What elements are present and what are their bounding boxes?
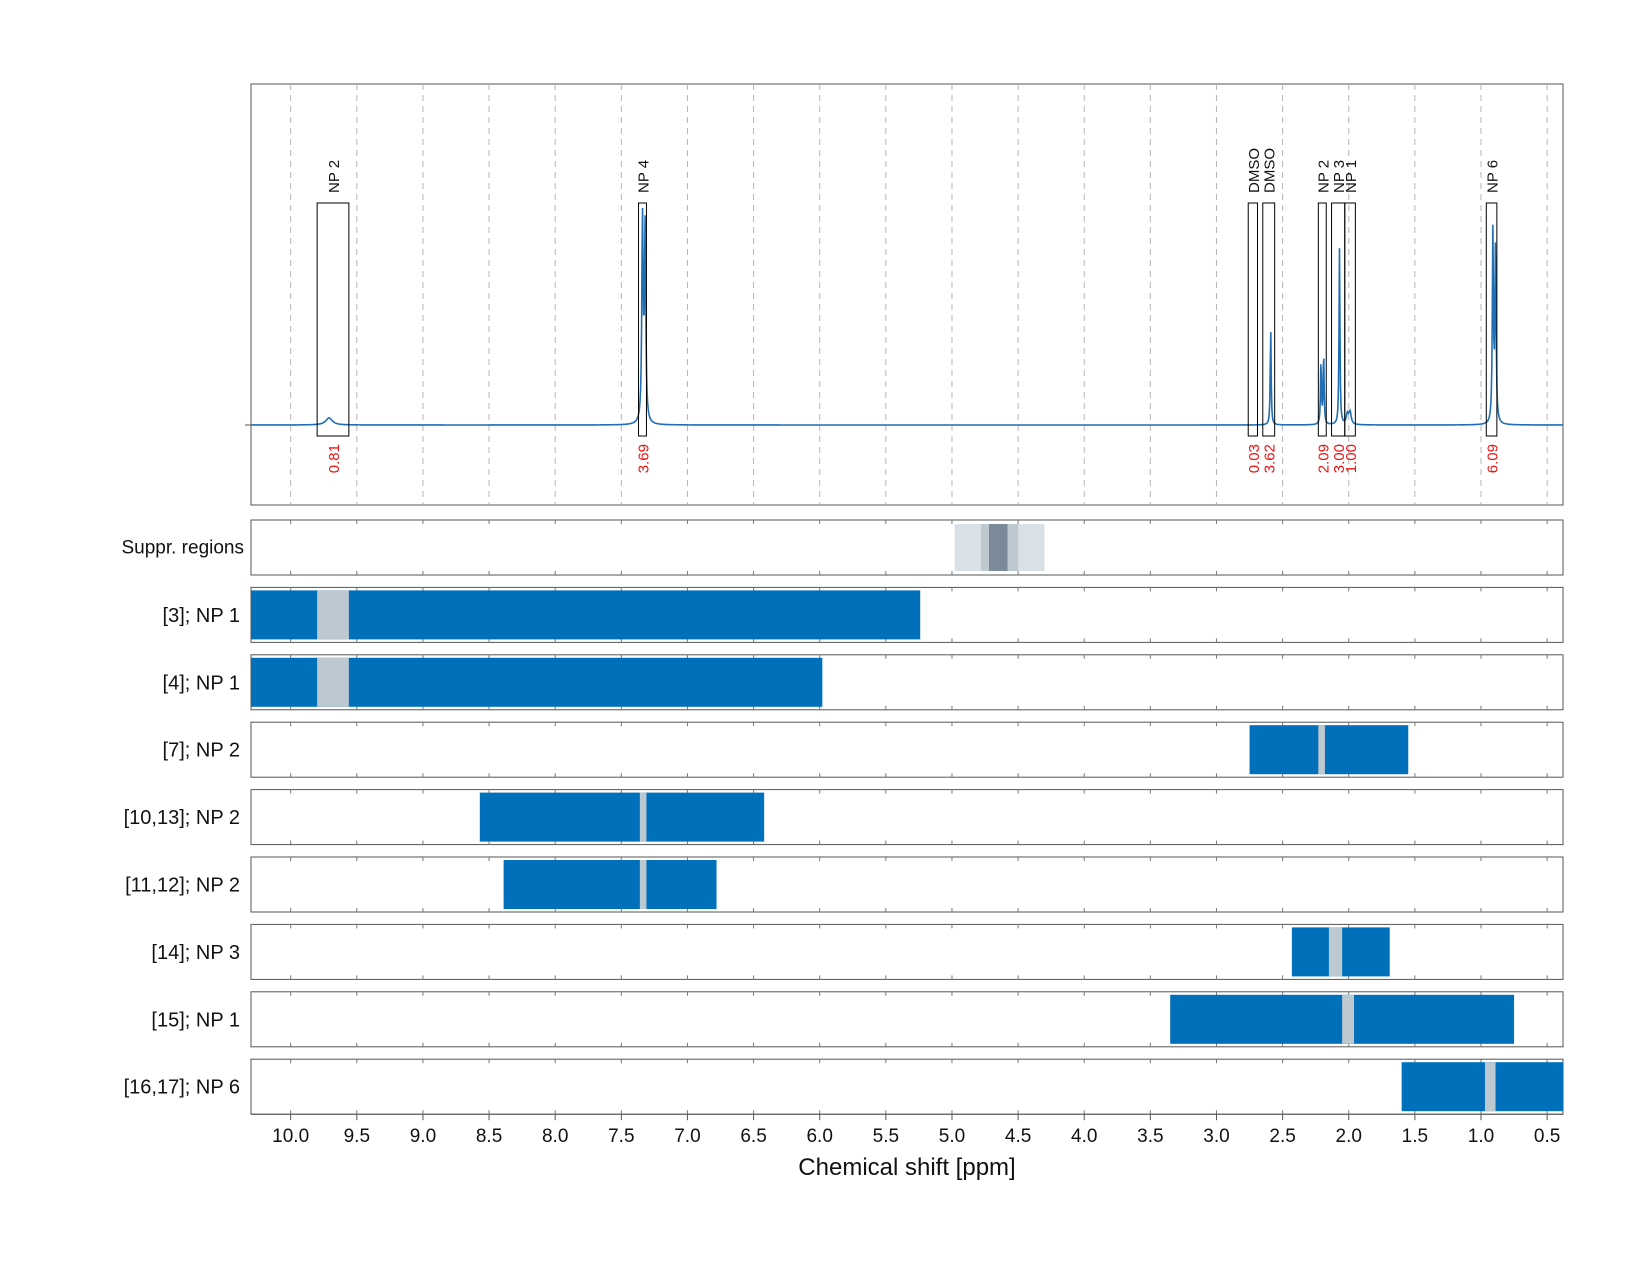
x-tick-label: 3.5 bbox=[1137, 1126, 1163, 1147]
spectrum-frame bbox=[250, 83, 1564, 506]
region-panel: [4]; NP 1 bbox=[163, 654, 1564, 711]
integral-value: 2.09 bbox=[1315, 444, 1332, 473]
x-tick-label: 5.0 bbox=[939, 1126, 965, 1147]
panel-frame bbox=[250, 1058, 1564, 1115]
region-label: [15]; NP 1 bbox=[151, 1009, 240, 1031]
integration-box bbox=[1344, 202, 1356, 437]
peak-label: NP 3 bbox=[1331, 160, 1348, 193]
x-tick-label: 6.5 bbox=[740, 1126, 766, 1147]
panel-frame bbox=[250, 856, 1564, 913]
x-tick-label: 6.0 bbox=[806, 1126, 832, 1147]
x-tick-label: 3.0 bbox=[1203, 1126, 1229, 1147]
integral-value: 3.00 bbox=[1331, 444, 1348, 473]
suppression-band bbox=[989, 524, 1008, 571]
region-label: [7]; NP 2 bbox=[163, 740, 240, 762]
region-bar bbox=[251, 590, 921, 640]
region-panel: [7]; NP 2 bbox=[163, 721, 1564, 778]
peak-label: NP 2 bbox=[1315, 160, 1332, 193]
region-bar bbox=[479, 792, 765, 842]
integration-box bbox=[1247, 202, 1258, 437]
region-center bbox=[1342, 994, 1355, 1044]
region-bar bbox=[1249, 725, 1409, 775]
region-center bbox=[639, 860, 647, 909]
x-tick-label: 9.0 bbox=[410, 1126, 436, 1147]
x-tick-label: 9.5 bbox=[344, 1126, 370, 1147]
integral-value: 0.81 bbox=[326, 444, 343, 473]
peak-label: DMSO bbox=[1262, 148, 1279, 193]
spectrum-panel: NP 2 0.81 NP 4 3.69 DMSO 0.03 DMSO 3.62 NP 2 2.09… bbox=[245, 83, 1564, 506]
x-tick-label: 2.5 bbox=[1269, 1126, 1295, 1147]
region-panel: [10,13]; NP 2 bbox=[124, 789, 1564, 846]
region-center bbox=[1328, 927, 1343, 977]
integral-value: 3.69 bbox=[635, 444, 652, 473]
region-panel: [16,17]; NP 6 bbox=[124, 1058, 1564, 1115]
x-axis: 10.0 9.5 9.0 8.5 8.0 7.5 7.0 6.5 6.0 5.5 5.0 4.5 4.0… bbox=[251, 1113, 1563, 1181]
peak-annotations: NP 2 0.81 NP 4 3.69 DMSO 0.03 DMSO 3.62 NP 2 2.09… bbox=[316, 148, 1502, 473]
region-center bbox=[317, 590, 349, 640]
region-panel: [11,12]; NP 2 bbox=[125, 856, 1564, 913]
x-tick-label: 4.0 bbox=[1071, 1126, 1097, 1147]
region-center bbox=[317, 657, 349, 707]
peak-label: NP 1 bbox=[1343, 160, 1360, 193]
x-tick-label: 1.0 bbox=[1468, 1126, 1494, 1147]
integral-value: 0.03 bbox=[1246, 444, 1263, 473]
panel-frame bbox=[250, 789, 1564, 846]
region-bar bbox=[503, 860, 717, 909]
x-tick-label: 10.0 bbox=[272, 1126, 309, 1147]
integration-box bbox=[1317, 202, 1327, 437]
x-tick-label: 7.5 bbox=[608, 1126, 634, 1147]
region-center bbox=[1318, 725, 1325, 775]
peak-label: NP 4 bbox=[635, 160, 652, 193]
integral-value: 1.00 bbox=[1343, 444, 1360, 473]
region-label: [10,13]; NP 2 bbox=[124, 807, 240, 829]
x-tick-label: 8.5 bbox=[476, 1126, 502, 1147]
integration-box bbox=[1485, 202, 1498, 437]
x-tick-label: 8.0 bbox=[542, 1126, 568, 1147]
x-tick-label: 5.5 bbox=[873, 1126, 899, 1147]
suppression-label: Suppr. regions bbox=[121, 538, 244, 559]
region-panel: [14]; NP 3 bbox=[151, 923, 1564, 980]
x-tick-label: 1.5 bbox=[1402, 1126, 1428, 1147]
peak-label: NP 6 bbox=[1485, 160, 1502, 193]
region-label: [3]; NP 1 bbox=[163, 605, 240, 627]
x-axis-title: Chemical shift [ppm] bbox=[798, 1154, 1015, 1181]
x-tick-label: 7.0 bbox=[674, 1126, 700, 1147]
suppression-panel: Suppr. regions bbox=[121, 519, 1564, 576]
region-label: [11,12]; NP 2 bbox=[125, 875, 240, 897]
peak-label: NP 2 bbox=[326, 160, 343, 193]
integration-box bbox=[638, 202, 647, 437]
integration-box bbox=[1262, 202, 1276, 437]
integration-box bbox=[316, 202, 350, 437]
region-panel: [15]; NP 1 bbox=[151, 991, 1564, 1048]
x-tick-label: 4.5 bbox=[1005, 1126, 1031, 1147]
region-label: [16,17]; NP 6 bbox=[124, 1077, 240, 1099]
x-tick-label: 2.0 bbox=[1336, 1126, 1362, 1147]
integral-value: 6.09 bbox=[1485, 444, 1502, 473]
region-bar bbox=[1401, 1062, 1563, 1112]
panel-frame bbox=[250, 519, 1564, 576]
region-center bbox=[639, 792, 647, 842]
region-label: [14]; NP 3 bbox=[151, 942, 240, 964]
grid-lines bbox=[290, 84, 1548, 505]
integral-value: 3.62 bbox=[1262, 444, 1279, 473]
peak-label: DMSO bbox=[1246, 148, 1263, 193]
x-tick-label: 0.5 bbox=[1534, 1126, 1560, 1147]
region-center bbox=[1484, 1062, 1496, 1112]
region-label: [4]; NP 1 bbox=[163, 672, 240, 694]
region-panel: [3]; NP 1 bbox=[163, 586, 1564, 643]
